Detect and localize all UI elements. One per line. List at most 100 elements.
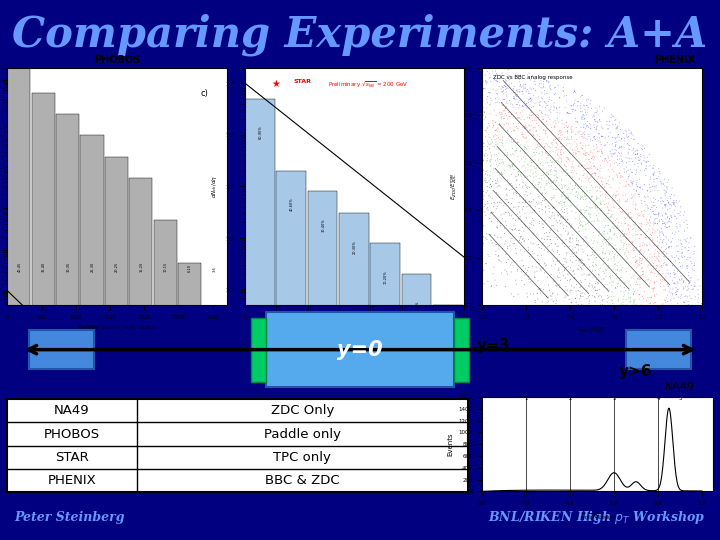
Point [508,119,519,127]
Point [644,279,655,288]
Point [631,256,642,265]
Point [586,181,598,190]
Point [642,192,654,201]
Point [648,178,660,186]
Point [537,239,549,247]
Point [580,191,592,200]
Point [491,141,503,150]
Point [670,202,681,211]
Point [652,220,663,228]
Point [510,146,522,155]
Point [555,154,567,163]
Point [586,192,598,201]
Point [582,148,593,157]
Point [510,100,522,109]
Point [599,154,611,163]
Point [493,168,505,177]
Point [514,192,526,200]
Point [603,180,615,189]
Point [501,184,513,193]
Point [505,151,517,159]
Point [507,150,518,158]
Point [632,139,644,148]
Point [541,273,553,281]
Point [610,191,621,200]
Point [680,292,692,300]
Text: 25-30: 25-30 [91,262,94,272]
Point [651,272,662,281]
Point [637,267,649,276]
Point [531,164,542,172]
Point [653,256,665,265]
Point [598,104,610,112]
Point [634,246,646,255]
Point [567,181,579,190]
Point [649,210,660,219]
Point [584,279,595,288]
Point [618,129,629,138]
Point [536,84,548,92]
Point [484,145,495,153]
Point [535,84,546,92]
Point [636,145,648,154]
Point [634,291,645,299]
Point [578,218,590,226]
Point [514,147,526,156]
Point [577,91,588,100]
Point [671,220,683,228]
Text: 5: 5 [678,396,682,401]
Point [551,139,562,148]
Point [620,214,631,223]
Point [541,235,553,244]
Point [603,194,614,202]
Point [653,257,665,266]
Point [608,112,619,121]
Point [585,173,597,182]
Point [646,231,657,240]
Point [600,141,611,150]
Point [608,204,620,212]
Text: PHOBOS: PHOBOS [94,55,140,65]
Point [553,118,564,127]
Point [627,179,639,187]
Point [583,271,595,279]
Point [636,219,647,228]
Point [520,143,531,152]
Point [546,212,557,220]
Point [643,204,654,213]
Point [478,114,490,123]
Point [550,163,562,172]
Point [498,95,510,104]
Point [481,104,492,112]
Point [635,230,647,239]
Point [561,141,572,150]
Point [524,95,536,104]
Point [572,102,583,110]
Point [602,256,613,265]
Point [512,113,523,122]
Point [595,205,607,213]
Point [567,105,579,114]
Point [564,233,576,242]
Point [655,262,667,271]
Point [501,77,513,85]
Point [634,295,645,303]
Point [573,261,585,270]
Point [544,93,555,102]
Point [585,97,597,105]
Point [617,298,629,307]
Point [626,154,638,163]
Point [539,246,551,254]
Point [648,164,660,172]
Point [688,247,700,256]
Point [647,266,659,274]
Point [557,86,569,94]
Point [541,102,553,110]
Point [648,171,660,180]
Point [592,118,603,127]
Point [578,170,590,178]
Point [657,179,669,187]
Point [590,253,602,262]
Point [554,153,565,162]
Point [499,114,510,123]
